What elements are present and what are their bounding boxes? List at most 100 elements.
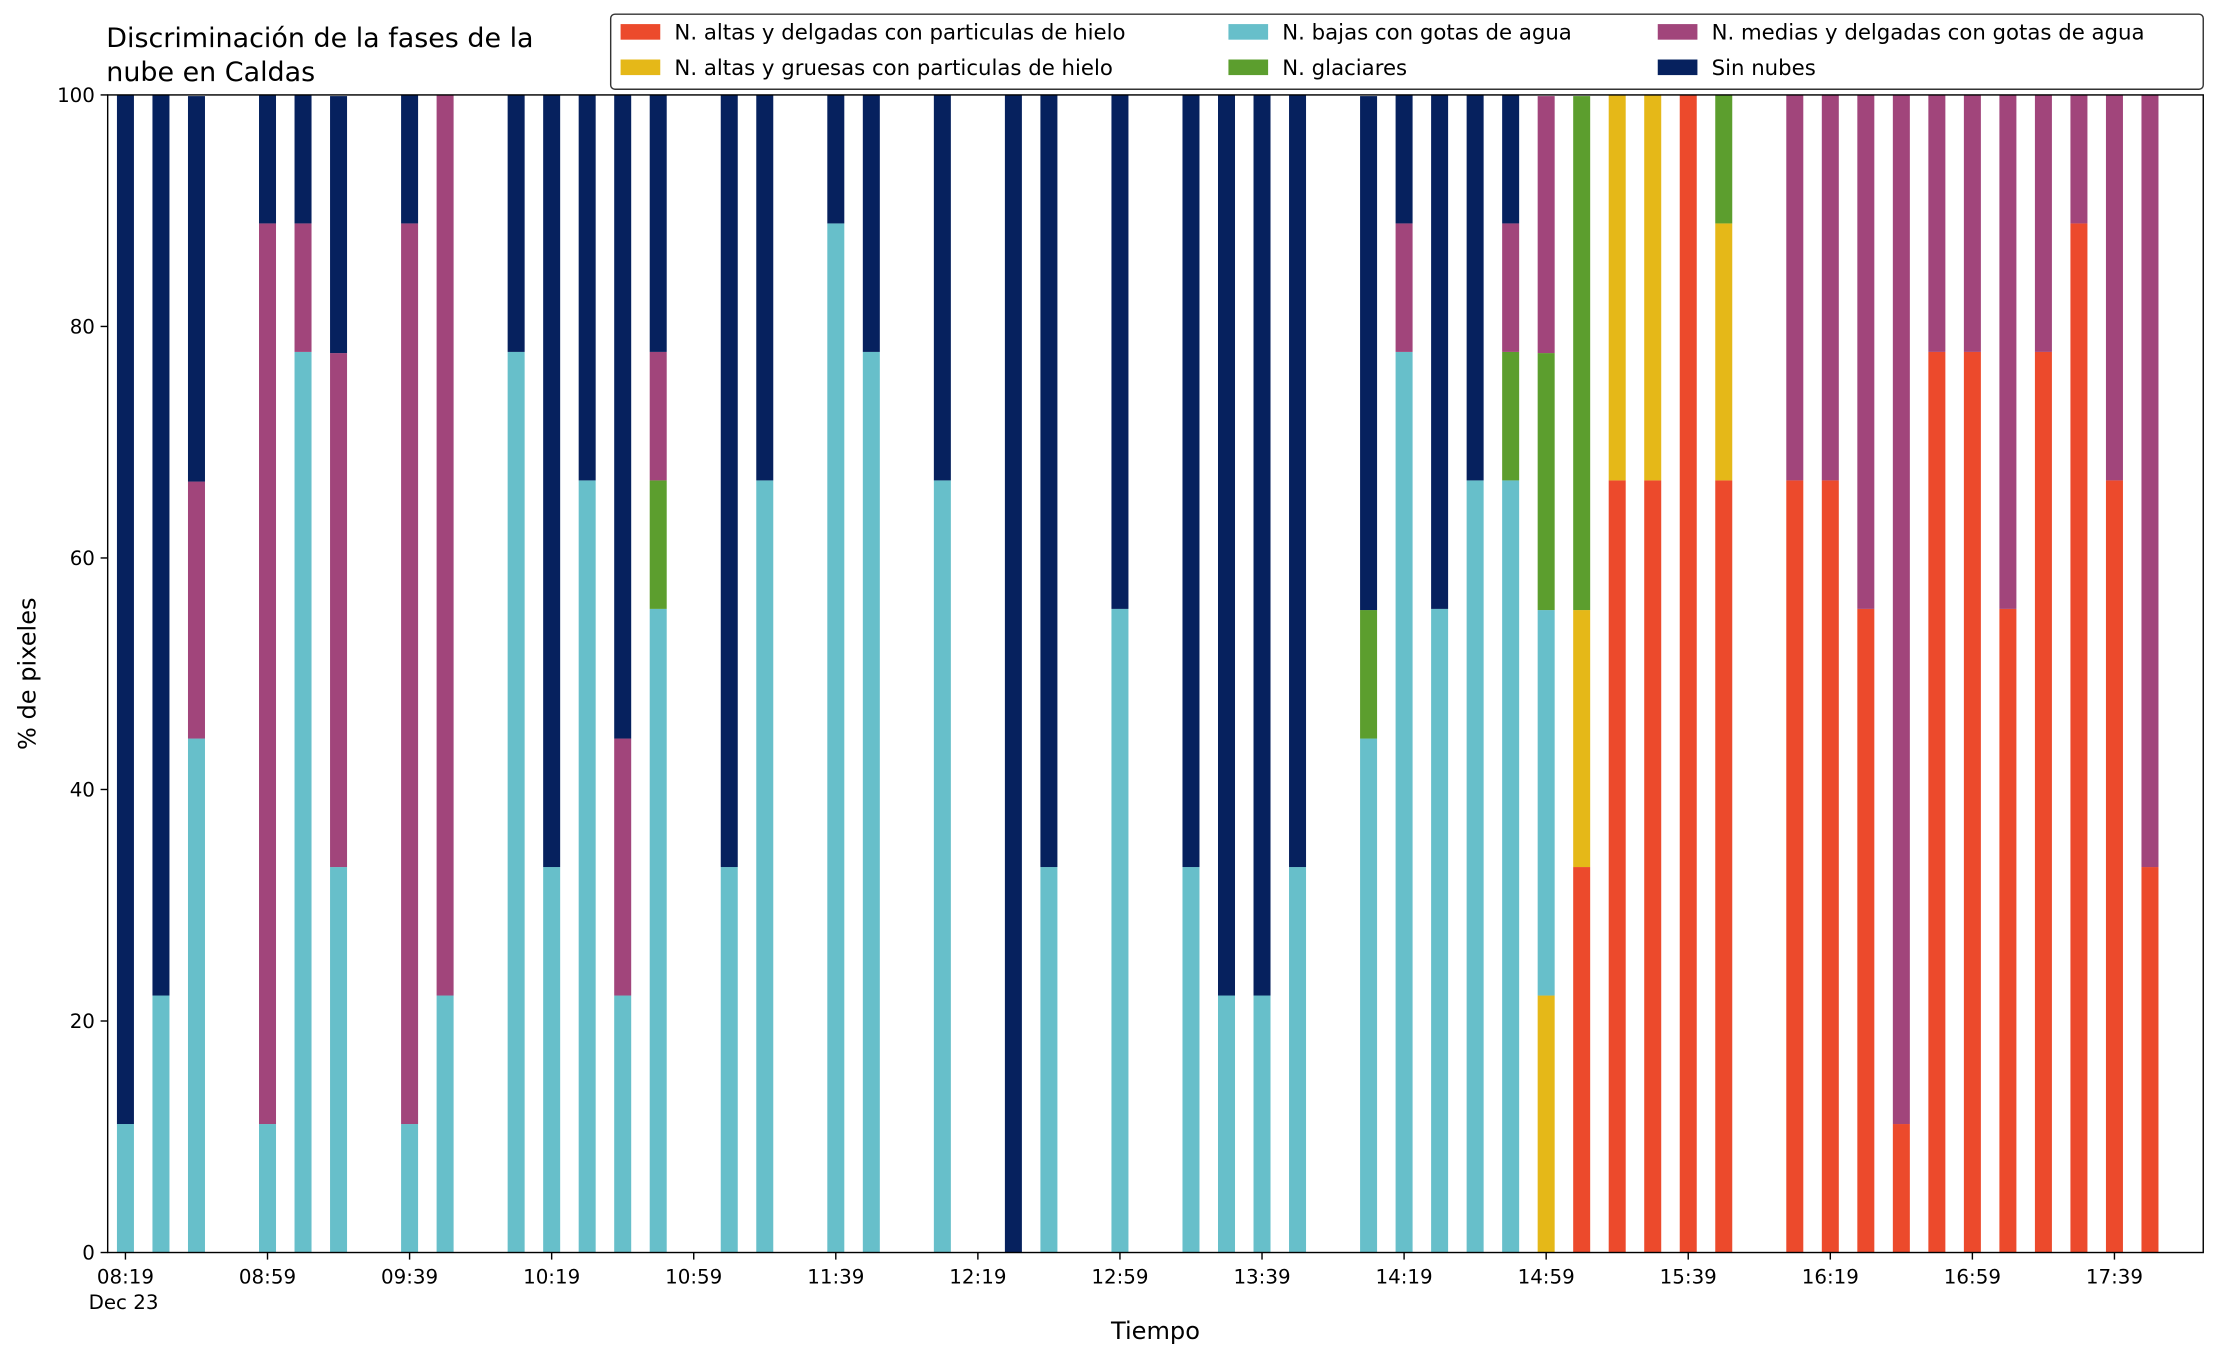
- bar-segment: [187, 481, 205, 739]
- bar-segment: [649, 94, 667, 352]
- y-tick-label: 80: [70, 316, 95, 339]
- y-tick-label: 60: [70, 547, 95, 570]
- bar-segment: [1395, 223, 1413, 352]
- x-tick-label: 12:59: [1091, 1266, 1148, 1289]
- x-tick-label: 16:19: [1802, 1266, 1859, 1289]
- y-tick-label: 20: [70, 1010, 95, 1033]
- bar-segment: [1004, 94, 1022, 1253]
- bar-segment: [649, 608, 667, 1253]
- bar-segment: [1395, 94, 1413, 224]
- legend-swatch: [1228, 24, 1269, 40]
- bar-segment: [1360, 96, 1378, 611]
- bar-segment: [401, 1124, 419, 1253]
- bar-segment: [756, 480, 774, 1253]
- y-tick-label: 40: [70, 779, 95, 802]
- bar-segment: [1502, 223, 1520, 352]
- bar-segment: [1715, 223, 1733, 481]
- bar-segment: [1253, 995, 1271, 1253]
- bar-segment: [1502, 351, 1520, 481]
- bar-segment: [1573, 96, 1591, 611]
- x-tick-label: 10:19: [523, 1266, 580, 1289]
- bar-segment: [1999, 608, 2017, 1253]
- bar-segment: [1573, 610, 1591, 868]
- bar-segment: [507, 351, 525, 1253]
- bar-segment: [933, 480, 951, 1253]
- x-tick-label: 11:39: [807, 1266, 864, 1289]
- legend: N. altas y delgadas con particulas de hi…: [609, 13, 2204, 90]
- legend-swatch: [620, 59, 661, 76]
- bar-segment: [2070, 223, 2088, 1253]
- bar-segment: [649, 351, 667, 481]
- bar-segment: [756, 94, 774, 481]
- bar-segment: [720, 867, 738, 1253]
- bar-segment: [1892, 1124, 1910, 1253]
- bar-segment: [1963, 94, 1981, 352]
- bar-segment: [1111, 608, 1129, 1253]
- bar-segment: [1537, 353, 1555, 611]
- bar-segment: [1289, 867, 1307, 1253]
- x-tick-label: 14:59: [1518, 1266, 1575, 1289]
- bar-segment: [259, 1124, 277, 1253]
- plot-frame: [106, 94, 2204, 1254]
- bar-segment: [827, 94, 845, 224]
- bar-segment: [436, 995, 454, 1253]
- legend-label: N. bajas con gotas de agua: [1282, 21, 1572, 46]
- bar-segment: [1182, 94, 1200, 868]
- bar-segment: [1999, 94, 2017, 609]
- x-axis-label: Tiempo: [1110, 1317, 1200, 1345]
- bar-segment: [401, 94, 419, 224]
- chart-title: Discriminación de la fases de la nube en…: [106, 22, 534, 88]
- bar-segment: [933, 94, 951, 481]
- bar-segment: [294, 223, 312, 352]
- bar-segment: [187, 96, 205, 482]
- legend-box: [609, 13, 2204, 90]
- legend-label: Sin nubes: [1712, 56, 1816, 81]
- y-tick-label: 100: [57, 84, 95, 107]
- bar-segment: [1395, 351, 1413, 1253]
- bar-segment: [1466, 480, 1484, 1253]
- bar-segment: [543, 94, 561, 868]
- bar-segment: [187, 738, 205, 1253]
- legend-swatch: [1657, 59, 1698, 76]
- bar-segment: [614, 94, 632, 739]
- y-axis-label: % de pixeles: [13, 597, 41, 750]
- legend-swatch: [1657, 24, 1698, 40]
- bar-segment: [1360, 738, 1378, 1253]
- bar-segment: [1928, 351, 1946, 1253]
- x-tick-label: 08:19: [97, 1266, 154, 1289]
- x-date-label: Dec 23: [89, 1291, 159, 1314]
- bar-segment: [259, 94, 277, 224]
- bar-segment: [614, 738, 632, 996]
- bar-segment: [116, 94, 134, 1125]
- bar-segment: [1537, 96, 1555, 354]
- bar-segment: [1466, 94, 1484, 481]
- bar-segment: [1786, 480, 1804, 1253]
- bar-segment: [1573, 867, 1591, 1253]
- bar-segment: [1218, 94, 1236, 996]
- bar-segment: [1786, 94, 1804, 481]
- bar-segment: [507, 94, 525, 352]
- legend-label: N. glaciares: [1282, 56, 1407, 81]
- bar-segment: [116, 1124, 134, 1253]
- bar-segment: [1928, 94, 1946, 352]
- legend-label: N. altas y delgadas con particulas de hi…: [674, 21, 1125, 46]
- bar-segment: [294, 351, 312, 1253]
- bar-segment: [401, 223, 419, 1125]
- bar-segment: [330, 96, 348, 354]
- bar-segment: [1963, 351, 1981, 1253]
- bar-segment: [2034, 351, 2052, 1253]
- legend-swatch: [1228, 59, 1269, 76]
- bar-segment: [1715, 480, 1733, 1253]
- bar-segment: [152, 94, 170, 996]
- x-tick-label: 10:59: [665, 1266, 722, 1289]
- bar-segment: [330, 353, 348, 868]
- bar-segment: [862, 351, 880, 1253]
- bar-segment: [259, 223, 277, 1125]
- bar-segment: [2034, 94, 2052, 352]
- bar-segment: [1040, 867, 1058, 1253]
- bar-segment: [1715, 94, 1733, 224]
- bar-segment: [1537, 610, 1555, 996]
- bar-segment: [2141, 94, 2159, 868]
- bar-segment: [1857, 94, 1875, 609]
- bar-segment: [1892, 94, 1910, 1125]
